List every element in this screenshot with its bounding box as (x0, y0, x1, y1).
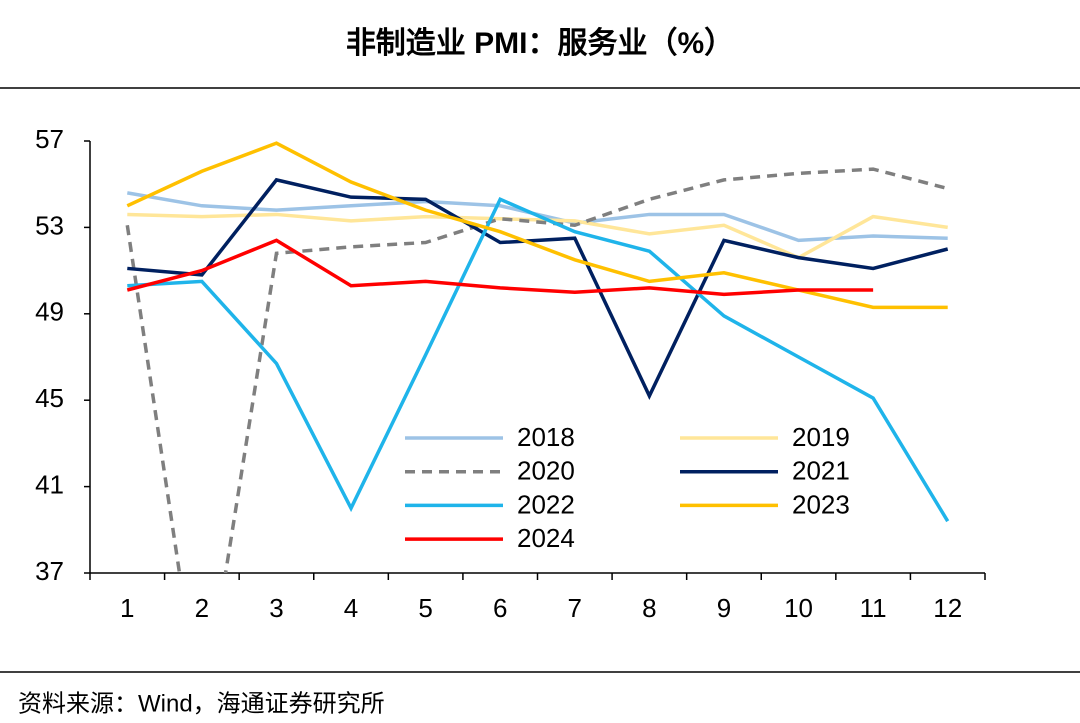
y-tick-label: 49 (35, 297, 64, 327)
x-tick-label: 6 (493, 593, 507, 623)
legend-label: 2018 (517, 422, 575, 452)
x-tick-label: 10 (784, 593, 813, 623)
series-line (126, 238, 874, 297)
series-line (125, 167, 949, 573)
chart-title: 非制造业 PMI：服务业（%） (346, 26, 734, 60)
x-tick-label: 9 (717, 593, 731, 623)
x-tick-label: 2 (195, 593, 209, 623)
x-tick-label: 8 (642, 593, 656, 623)
series-line (126, 141, 948, 310)
x-tick-label: 1 (120, 593, 134, 623)
y-tick-label: 45 (35, 383, 64, 413)
y-tick-label: 37 (35, 556, 64, 586)
legend-label: 2019 (792, 422, 850, 452)
legend-label: 2020 (517, 456, 575, 486)
x-tick-label: 5 (418, 593, 432, 623)
x-tick-label: 7 (568, 593, 582, 623)
series-line (127, 212, 948, 260)
legend-label: 2023 (792, 489, 850, 519)
legend-label: 2022 (517, 489, 575, 519)
x-tick-label: 3 (269, 593, 283, 623)
y-tick-label: 53 (35, 210, 64, 240)
legend-label: 2024 (517, 523, 575, 553)
x-tick-label: 12 (933, 593, 962, 623)
x-tick-label: 11 (860, 593, 887, 623)
legend-label: 2021 (792, 456, 850, 486)
source-note: 资料来源：Wind，海通证券研究所 (18, 690, 385, 717)
series-line (127, 197, 950, 523)
y-tick-label: 41 (35, 469, 64, 499)
series-line (127, 177, 949, 400)
y-tick-label: 57 (35, 124, 64, 154)
x-tick-label: 4 (344, 593, 358, 623)
